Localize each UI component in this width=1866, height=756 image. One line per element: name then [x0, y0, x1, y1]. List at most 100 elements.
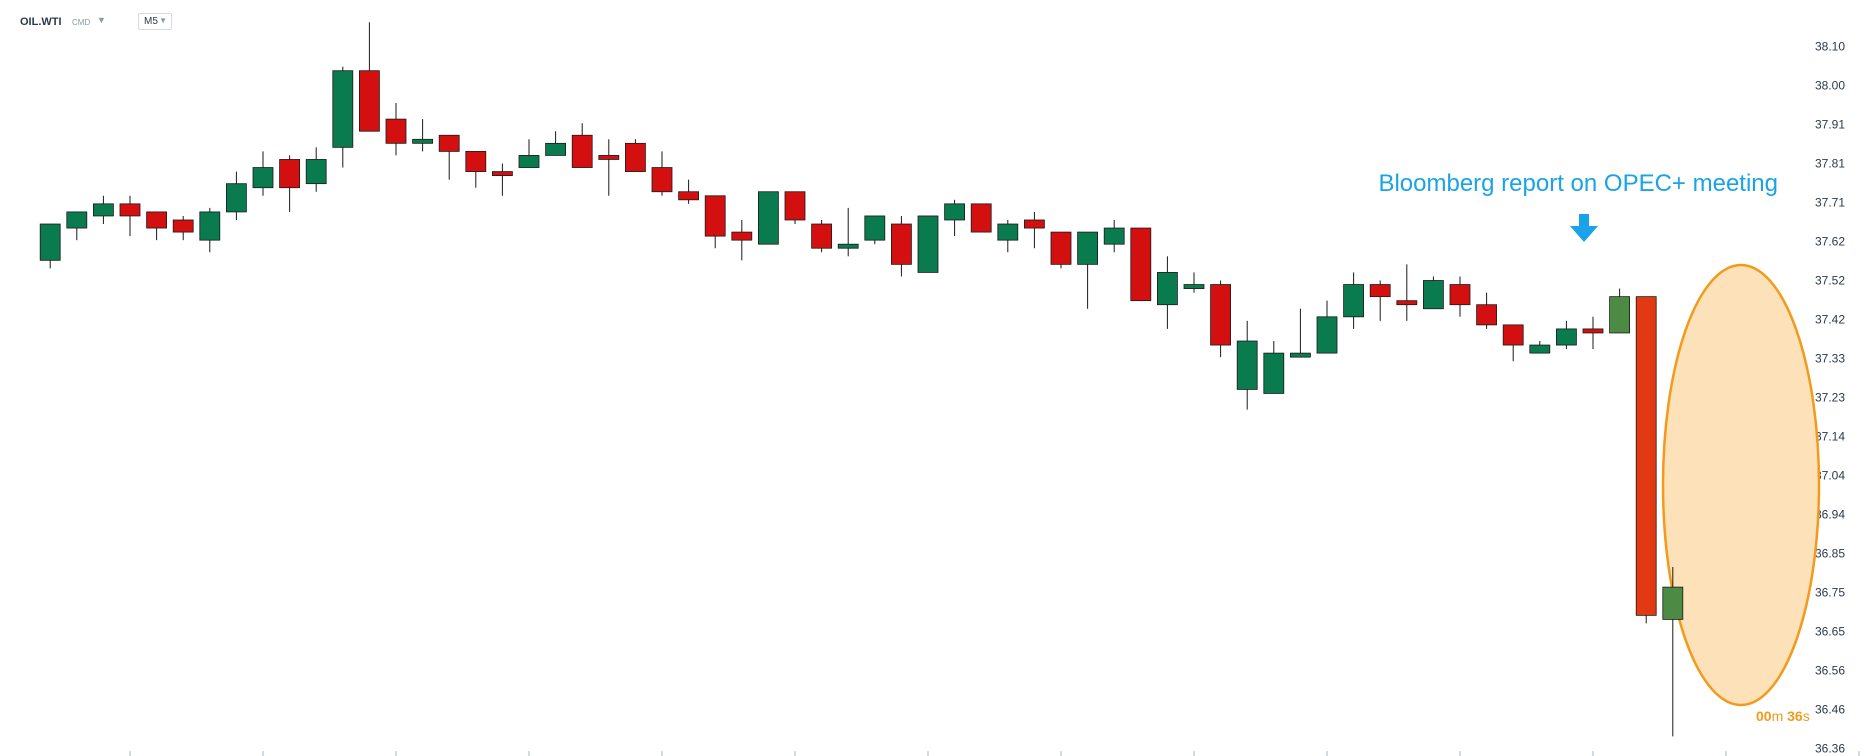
chevron-down-icon[interactable]: ▼: [97, 15, 106, 25]
candle[interactable]: [1635, 296, 1657, 624]
candle[interactable]: [1502, 324, 1524, 362]
candle[interactable]: [784, 191, 806, 225]
candle[interactable]: [1210, 280, 1231, 358]
candle[interactable]: [625, 139, 646, 172]
candle[interactable]: [1369, 280, 1391, 321]
candle-body: [1210, 284, 1231, 346]
candle[interactable]: [1236, 320, 1258, 410]
candle[interactable]: [119, 195, 141, 237]
candle[interactable]: [1290, 308, 1311, 358]
candle-body: [1502, 324, 1524, 346]
candle[interactable]: [39, 223, 61, 269]
y-tick-label: 37.14: [1815, 430, 1845, 444]
candle[interactable]: [146, 211, 168, 241]
candle-body: [944, 203, 965, 221]
candle[interactable]: [837, 207, 859, 257]
candle[interactable]: [1183, 272, 1205, 293]
y-tick-label: 36.94: [1815, 508, 1845, 522]
candle-body: [678, 191, 699, 201]
candle[interactable]: [332, 66, 354, 168]
candle-body: [1609, 296, 1630, 334]
candle-body: [1476, 304, 1497, 326]
y-tick-label: 37.91: [1815, 118, 1845, 132]
candle-body: [1157, 272, 1178, 306]
candle[interactable]: [252, 151, 274, 196]
candle[interactable]: [1024, 211, 1045, 249]
candle[interactable]: [465, 150, 487, 188]
candle[interactable]: [731, 219, 753, 261]
candle[interactable]: [1157, 256, 1178, 329]
candle[interactable]: [944, 199, 965, 237]
candles[interactable]: [39, 22, 1684, 737]
candle[interactable]: [385, 102, 407, 156]
candle-body: [1050, 231, 1072, 265]
candle-body: [119, 203, 141, 217]
candle[interactable]: [225, 171, 247, 220]
candle[interactable]: [1423, 276, 1444, 310]
candle[interactable]: [997, 219, 1019, 253]
candle[interactable]: [518, 139, 540, 168]
candle[interactable]: [438, 134, 460, 180]
candle[interactable]: [1529, 341, 1551, 354]
candle[interactable]: [1077, 231, 1098, 309]
candle[interactable]: [1582, 316, 1604, 350]
candle-body: [1316, 316, 1338, 354]
candle[interactable]: [1103, 219, 1125, 253]
y-tick-label: 36.46: [1815, 703, 1845, 717]
candle-body: [279, 159, 301, 189]
candle-body: [1635, 296, 1657, 616]
candle[interactable]: [651, 151, 673, 196]
candle[interactable]: [305, 147, 327, 192]
candle[interactable]: [678, 179, 699, 204]
candle-body: [332, 70, 354, 148]
candle[interactable]: [811, 219, 832, 253]
candle[interactable]: [1343, 272, 1364, 329]
candle[interactable]: [93, 195, 114, 225]
candle-body: [571, 134, 593, 168]
candle[interactable]: [864, 215, 886, 245]
candle[interactable]: [1476, 292, 1497, 329]
candle[interactable]: [1050, 231, 1072, 269]
candle[interactable]: [172, 215, 194, 241]
candle[interactable]: [412, 119, 434, 152]
candle[interactable]: [1263, 341, 1285, 394]
candle[interactable]: [491, 163, 513, 196]
candle[interactable]: [358, 22, 380, 132]
candle[interactable]: [545, 131, 566, 156]
candle[interactable]: [758, 191, 779, 245]
candle-body: [1529, 344, 1551, 354]
candle[interactable]: [199, 207, 221, 253]
candle-body: [225, 183, 247, 213]
candle[interactable]: [1316, 300, 1338, 354]
y-tick-label: 36.56: [1815, 664, 1845, 678]
candle[interactable]: [917, 215, 939, 273]
candle[interactable]: [279, 155, 301, 212]
candle[interactable]: [1556, 320, 1577, 350]
candle[interactable]: [571, 123, 593, 168]
candle-body: [1103, 227, 1125, 245]
candle[interactable]: [1662, 566, 1684, 737]
candle[interactable]: [1396, 264, 1418, 321]
timeframe-label: M5: [144, 16, 158, 27]
candle[interactable]: [66, 211, 88, 241]
candle[interactable]: [970, 203, 992, 233]
y-tick-label: 38.10: [1815, 40, 1845, 54]
candle-body: [172, 219, 194, 233]
timeframe-select[interactable]: M5 ▼: [138, 13, 172, 30]
candle[interactable]: [704, 195, 726, 249]
symbol-label[interactable]: OIL.WTI: [20, 16, 62, 28]
y-axis: 38.10 38.00 37.91 37.81 37.71 37.62 37.52 37.42…: [1815, 40, 1845, 756]
candle[interactable]: [1449, 276, 1471, 317]
y-tick-label: 38.00: [1815, 79, 1845, 93]
candle[interactable]: [1130, 227, 1152, 302]
countdown-seconds-unit: s: [1802, 708, 1810, 724]
candle[interactable]: [891, 215, 912, 277]
y-tick-label: 37.23: [1815, 391, 1845, 405]
candle-body: [93, 203, 114, 217]
candle[interactable]: [598, 139, 620, 196]
candle[interactable]: [1609, 288, 1630, 334]
candle-body: [1449, 284, 1471, 306]
candle-body: [491, 171, 513, 177]
countdown-minutes-unit: m: [1771, 708, 1784, 724]
